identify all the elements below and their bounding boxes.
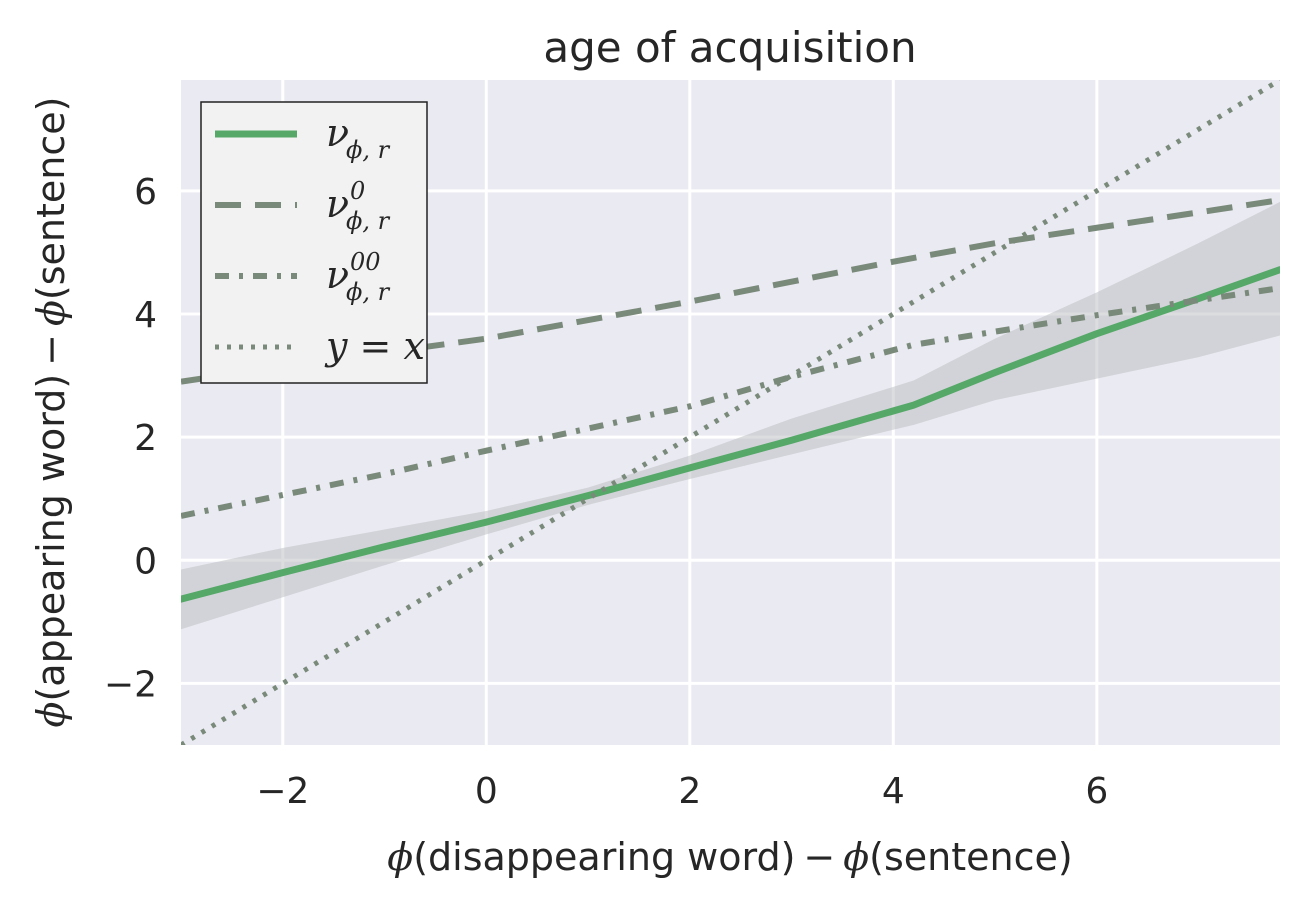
chart-title: age of acquisition [543, 23, 916, 72]
x-tick-label: 6 [1085, 771, 1108, 812]
legend: νϕ, rν 0ϕ, rν 00ϕ, ry = x [200, 101, 428, 384]
y-tick-label: 2 [134, 418, 157, 459]
legend-label-3: y = x [324, 324, 425, 368]
y-tick-labels: −2 0 2 4 6 [104, 172, 157, 706]
confidence-bands [181, 201, 1280, 630]
legend-sup-2: 00 [350, 248, 381, 276]
y-tick-label: −2 [104, 664, 157, 705]
x-tick-label: 0 [475, 771, 498, 812]
legend-sub-0: ϕ, r [346, 136, 391, 164]
legend-label-1: ν [326, 182, 349, 226]
y-tick-label: 4 [134, 295, 157, 336]
x-tick-label: 4 [882, 771, 905, 812]
y-tick-label: 6 [134, 172, 157, 213]
x-tick-label: 2 [678, 771, 701, 812]
legend-label-0: ν [326, 111, 349, 155]
y-tick-label: 0 [134, 541, 157, 582]
legend-label-2: ν [326, 253, 349, 297]
x-tick-label: −2 [256, 771, 309, 812]
x-tick-labels: −2 0 2 4 6 [256, 771, 1108, 812]
legend-sup-1: 0 [350, 177, 365, 205]
series-line-3 [181, 80, 1280, 745]
legend-sub-2: ϕ, r [346, 278, 391, 306]
legend-sub-1: ϕ, r [346, 207, 391, 235]
x-axis-label: ϕ(disappearing word) − ϕ(sentence) [387, 835, 1072, 879]
confidence-band [181, 201, 1280, 630]
series-line-2 [181, 285, 1280, 519]
series-line-0 [181, 266, 1280, 603]
legend-box [200, 101, 428, 384]
y-axis-label: ϕ(appearing word)−ϕ(sentence) [29, 97, 73, 728]
